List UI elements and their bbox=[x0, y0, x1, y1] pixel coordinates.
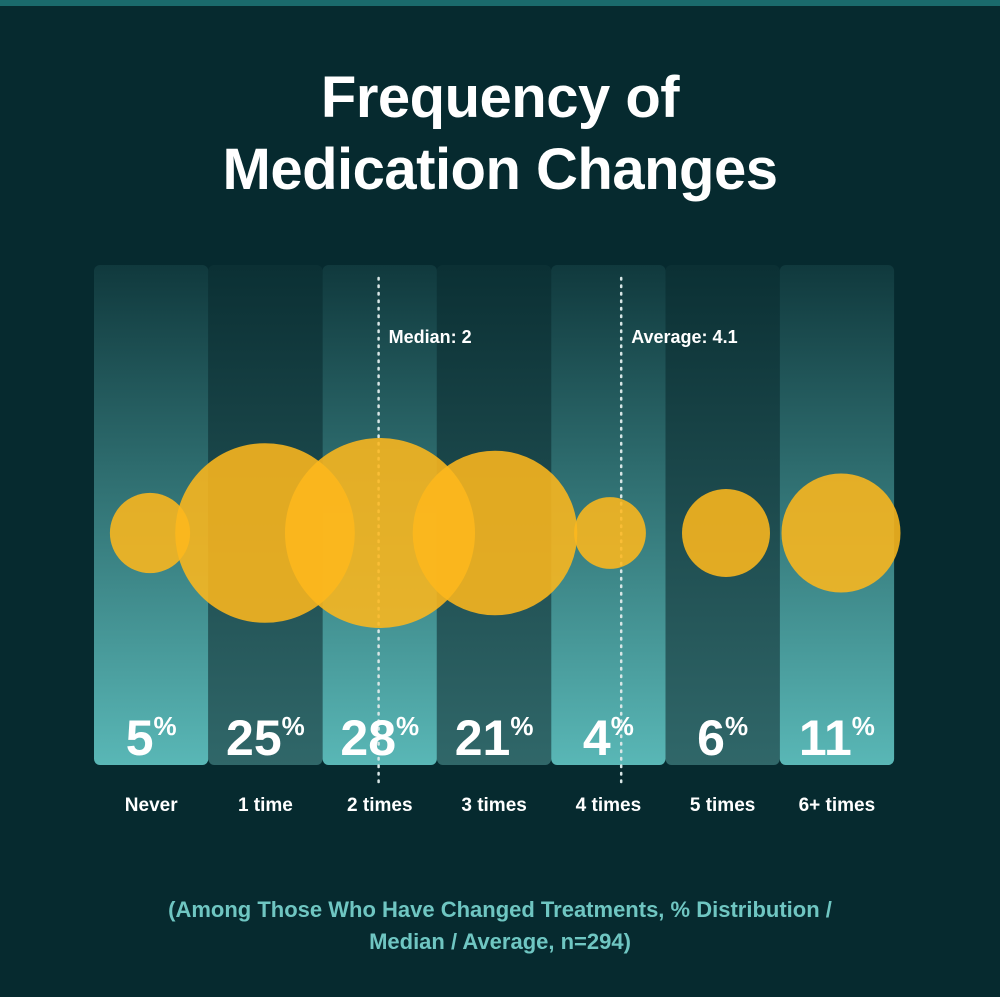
annotation-median: Median: 2 bbox=[389, 327, 472, 347]
bubble-2-times bbox=[285, 438, 475, 628]
chart-title-line-1: Frequency of bbox=[320, 65, 680, 130]
chart-title-line-2: Medication Changes bbox=[222, 137, 778, 202]
category-label-6-times: 6+ times bbox=[799, 795, 876, 816]
value-label-3-times: 21% bbox=[455, 710, 534, 766]
chart-footnote: (Among Those Who Have Changed Treatments… bbox=[0, 894, 1000, 958]
category-label-3-times: 3 times bbox=[461, 795, 526, 816]
bubble-4-times bbox=[574, 497, 646, 569]
category-label-4-times: 4 times bbox=[576, 795, 641, 816]
top-accent-bar bbox=[0, 0, 1000, 6]
category-label-never: Never bbox=[125, 795, 178, 816]
value-label-1-time: 25% bbox=[226, 710, 305, 766]
chart-footnote-line-1: (Among Those Who Have Changed Treatments… bbox=[168, 897, 832, 922]
value-label-4-times: 4% bbox=[583, 710, 634, 766]
bubble-5-times bbox=[682, 489, 770, 577]
value-label-2-times: 28% bbox=[340, 710, 419, 766]
bubble-6-times bbox=[781, 473, 901, 593]
category-label-1-time: 1 time bbox=[238, 795, 293, 816]
bubble-3-times bbox=[412, 450, 578, 616]
category-label-5-times: 5 times bbox=[690, 795, 755, 816]
value-label-never: 5% bbox=[126, 710, 177, 766]
value-label-6-times: 11% bbox=[799, 710, 875, 766]
value-label-5-times: 6% bbox=[697, 710, 748, 766]
chart-footnote-line-2: Median / Average, n=294) bbox=[369, 929, 631, 954]
annotation-average: Average: 4.1 bbox=[631, 327, 737, 347]
chart-title: Frequency of Medication Changes bbox=[0, 62, 1000, 206]
bubble-never bbox=[109, 492, 191, 574]
category-label-2-times: 2 times bbox=[347, 795, 412, 816]
